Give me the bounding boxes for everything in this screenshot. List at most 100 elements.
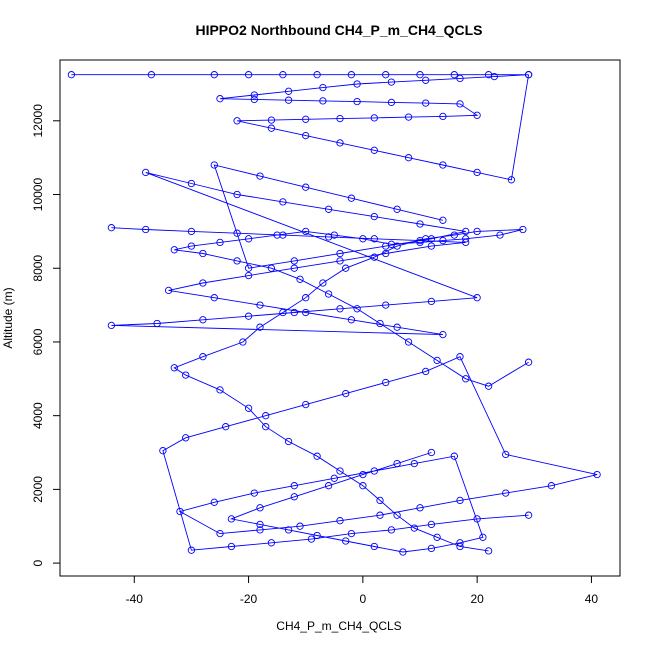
data-point (227, 542, 236, 551)
data-point (199, 279, 207, 287)
data-point (353, 97, 361, 106)
data-point (313, 71, 321, 79)
data-point (199, 249, 207, 258)
data-point (382, 71, 390, 79)
data-point (507, 176, 516, 184)
y-tick-label: 0 (31, 559, 45, 566)
data-point (296, 275, 304, 283)
data-point (524, 511, 533, 519)
y-axis-label: Altitude (m) (1, 287, 15, 348)
data-point (216, 95, 224, 103)
data-point (324, 290, 333, 298)
data-point (324, 205, 333, 213)
data-point (302, 400, 310, 409)
series-4 (67, 71, 533, 184)
data-point (393, 205, 401, 213)
data-point (450, 452, 458, 460)
data-point (302, 294, 310, 302)
data-point (336, 114, 344, 123)
data-point (313, 452, 321, 460)
data-point (153, 319, 161, 328)
data-point (296, 522, 304, 530)
data-point (290, 257, 298, 265)
data-point (416, 71, 424, 79)
data-point (422, 367, 430, 376)
data-point (227, 515, 236, 523)
data-point (479, 533, 487, 541)
data-point (267, 124, 276, 132)
data-point (387, 98, 396, 107)
data-point (256, 323, 264, 331)
data-point (187, 179, 196, 188)
y-tick-label: 8000 (31, 255, 45, 282)
data-point (382, 378, 390, 387)
data-point (279, 231, 287, 239)
data-point (244, 235, 253, 243)
data-point (347, 529, 356, 538)
data-point (439, 112, 447, 121)
y-tick-label: 4000 (31, 402, 45, 429)
series-2 (159, 353, 601, 556)
data-point (490, 72, 498, 81)
data-point (216, 529, 224, 538)
data-point (382, 242, 390, 250)
data-point (210, 294, 218, 302)
data-point (502, 450, 510, 459)
data-point (284, 87, 293, 95)
data-point (336, 517, 344, 525)
data-point (502, 489, 510, 497)
data-point (382, 301, 390, 309)
data-point (187, 227, 196, 236)
chart-title: HIPPO2 Northbound CH4_P_m_CH4_QCLS (195, 22, 482, 38)
data-point (170, 246, 178, 254)
data-point (176, 507, 184, 516)
series-layer (67, 71, 601, 556)
data-point (524, 358, 533, 366)
data-point (370, 212, 378, 221)
data-point (147, 71, 156, 79)
data-point (387, 78, 396, 86)
data-point (450, 71, 458, 79)
data-point (387, 526, 396, 534)
data-point (256, 172, 264, 180)
data-point (473, 227, 481, 236)
data-point (107, 321, 116, 330)
data-point (347, 316, 356, 324)
data-point (290, 264, 298, 272)
data-point (462, 375, 470, 383)
data-point (324, 482, 333, 490)
data-point (427, 520, 436, 529)
data-point (256, 301, 264, 309)
data-point (267, 116, 276, 124)
data-point (67, 71, 76, 79)
data-point (216, 238, 224, 247)
data-point (439, 330, 447, 339)
data-point (370, 146, 378, 154)
data-point (182, 371, 190, 379)
data-point (456, 542, 464, 551)
data-point (279, 308, 287, 317)
data-point (244, 312, 253, 320)
y-tick-label: 10000 (31, 178, 45, 212)
data-point (433, 533, 441, 541)
data-point (279, 71, 287, 79)
data-point (233, 229, 241, 237)
data-point (302, 183, 310, 191)
data-point (290, 493, 298, 501)
data-point (462, 238, 470, 247)
data-point (496, 231, 504, 239)
data-point (422, 76, 430, 84)
data-point (456, 100, 464, 108)
data-point (187, 546, 196, 554)
data-point (187, 242, 196, 250)
data-point (456, 353, 464, 361)
data-point (382, 249, 390, 258)
data-point (416, 236, 424, 245)
data-point (342, 264, 350, 272)
data-point (416, 220, 424, 228)
data-point (359, 470, 367, 479)
data-point (284, 526, 293, 534)
data-point (239, 338, 247, 346)
data-point (376, 511, 384, 519)
data-point (393, 459, 401, 468)
